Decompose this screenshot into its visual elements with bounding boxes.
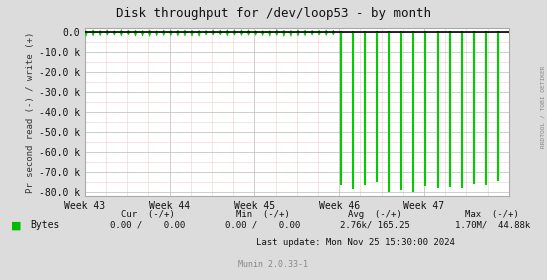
Polygon shape: [177, 30, 179, 36]
Polygon shape: [254, 31, 257, 35]
Text: Cur  (-/+): Cur (-/+): [121, 210, 174, 219]
Polygon shape: [269, 31, 271, 36]
Y-axis label: Pr second read (-) / write (+): Pr second read (-) / write (+): [26, 31, 34, 193]
Text: 1.70M/  44.88k: 1.70M/ 44.88k: [455, 221, 530, 230]
Polygon shape: [212, 30, 214, 35]
Text: Bytes: Bytes: [30, 220, 60, 230]
Polygon shape: [155, 31, 158, 36]
Polygon shape: [127, 30, 130, 35]
Polygon shape: [191, 30, 193, 36]
Polygon shape: [184, 30, 186, 36]
Polygon shape: [290, 31, 292, 36]
Text: Munin 2.0.33-1: Munin 2.0.33-1: [238, 260, 309, 269]
Polygon shape: [233, 30, 236, 35]
Polygon shape: [99, 31, 101, 36]
Polygon shape: [311, 30, 313, 35]
Polygon shape: [325, 30, 328, 35]
Polygon shape: [297, 30, 299, 36]
Text: Disk throughput for /dev/loop53 - by month: Disk throughput for /dev/loop53 - by mon…: [116, 7, 431, 20]
Text: Avg  (-/+): Avg (-/+): [348, 210, 401, 219]
Text: ■: ■: [11, 220, 21, 230]
Polygon shape: [198, 31, 200, 36]
Polygon shape: [113, 31, 115, 35]
Polygon shape: [134, 30, 137, 36]
Polygon shape: [283, 30, 285, 36]
Text: Max  (-/+): Max (-/+): [465, 210, 519, 219]
Text: RRDTOOL / TOBI OETIKER: RRDTOOL / TOBI OETIKER: [541, 65, 546, 148]
Polygon shape: [304, 30, 306, 36]
Polygon shape: [247, 30, 250, 35]
Polygon shape: [120, 30, 123, 36]
Text: 0.00 /    0.00: 0.00 / 0.00: [110, 221, 185, 230]
Polygon shape: [226, 30, 229, 36]
Polygon shape: [276, 30, 278, 35]
Polygon shape: [141, 31, 144, 36]
Polygon shape: [240, 30, 243, 35]
Polygon shape: [106, 30, 108, 35]
Polygon shape: [318, 31, 321, 35]
Text: Min  (-/+): Min (-/+): [236, 210, 289, 219]
Polygon shape: [219, 30, 222, 35]
Polygon shape: [205, 31, 207, 35]
Polygon shape: [261, 31, 264, 35]
Text: 0.00 /    0.00: 0.00 / 0.00: [225, 221, 300, 230]
Polygon shape: [85, 31, 88, 36]
Polygon shape: [170, 30, 172, 36]
Text: Last update: Mon Nov 25 15:30:00 2024: Last update: Mon Nov 25 15:30:00 2024: [256, 238, 455, 247]
Polygon shape: [162, 30, 165, 35]
Polygon shape: [332, 30, 335, 35]
Polygon shape: [148, 30, 151, 36]
Text: 2.76k/ 165.25: 2.76k/ 165.25: [340, 221, 410, 230]
Polygon shape: [92, 30, 95, 36]
